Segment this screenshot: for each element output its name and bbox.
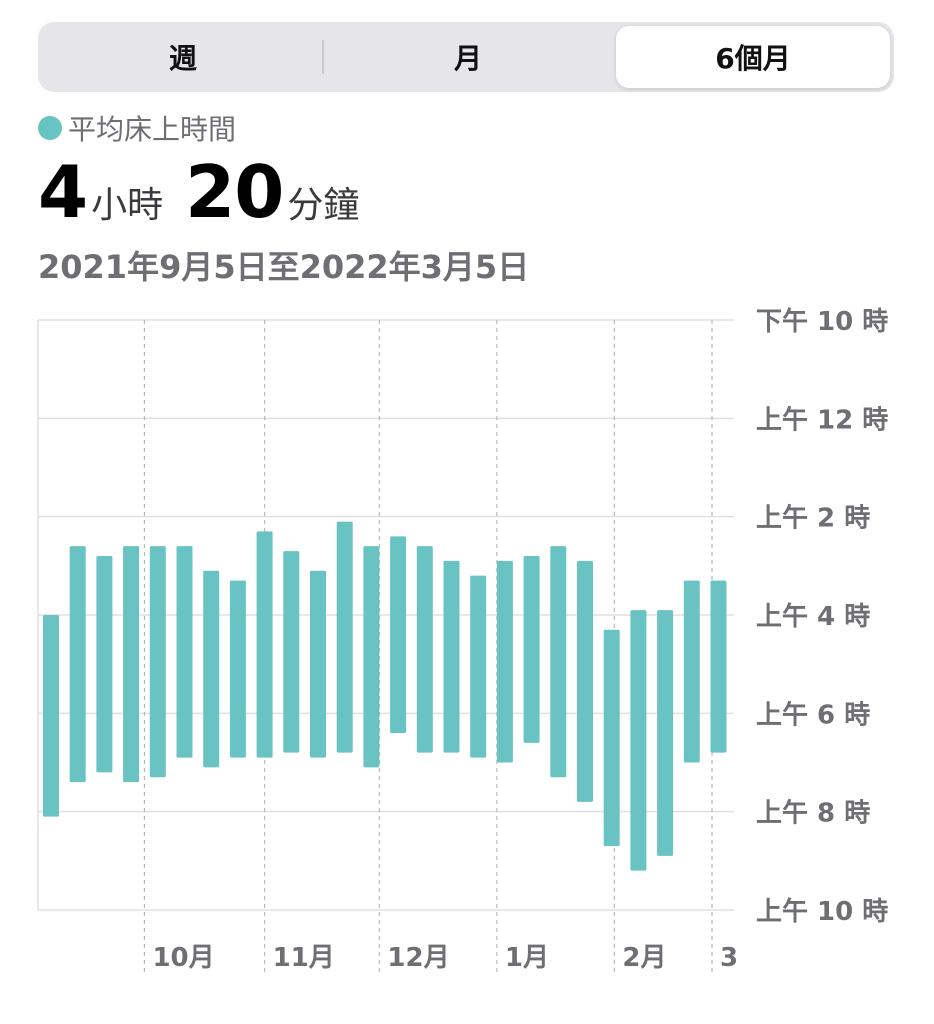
x-tick-label: 2月	[622, 943, 666, 973]
legend-dot-icon	[38, 116, 62, 140]
x-tick-label: 3	[720, 943, 738, 973]
sleep-range-bar	[577, 560, 593, 802]
sleep-range-bar	[69, 546, 86, 783]
sleep-range-bar	[363, 546, 380, 768]
x-tick-label: 11月	[273, 943, 335, 973]
sleep-range-bar	[390, 536, 407, 733]
sleep-range-bar	[256, 531, 273, 758]
date-range: 2021年9月5日至2022年3月5日	[38, 248, 530, 286]
hours-value: 4	[38, 150, 88, 234]
hours-unit: 小時	[91, 185, 164, 226]
sleep-range-bar	[630, 610, 647, 871]
y-tick-label: 上午 10 時	[756, 896, 888, 927]
segment-6-months[interactable]: 6個月	[616, 26, 890, 88]
sleep-range-bar	[443, 560, 460, 753]
x-tick-label: 1月	[505, 943, 549, 973]
legend: 平均床上時間	[38, 108, 236, 148]
y-tick-label: 上午 8 時	[756, 798, 870, 829]
sleep-range-bar	[657, 610, 674, 856]
sleep-range-bar	[683, 580, 700, 763]
legend-label: 平均床上時間	[68, 113, 237, 146]
sleep-range-bar	[550, 546, 567, 778]
segment-month[interactable]: 月	[453, 42, 482, 75]
y-tick-label: 上午 6 時	[756, 699, 870, 730]
sleep-range-bar	[283, 551, 300, 753]
sleep-range-bar	[149, 546, 166, 778]
sleep-range-chart: 下午 10 時上午 12 時上午 2 時上午 4 時上午 6 時上午 8 時上午…	[37, 306, 888, 973]
minutes-value: 20	[185, 150, 284, 234]
sleep-range-bar	[603, 629, 620, 847]
segment-week[interactable]: 週	[168, 42, 197, 75]
sleep-range-bar	[176, 546, 193, 758]
y-tick-label: 上午 2 時	[756, 503, 870, 534]
sleep-range-bar	[710, 580, 727, 753]
sleep-range-bar	[203, 570, 220, 768]
sleep-range-bar	[470, 575, 487, 758]
sleep-range-bar	[310, 570, 326, 758]
sleep-range-bar	[96, 556, 113, 773]
x-tick-label: 10月	[152, 943, 214, 973]
period-segmented-control: 週 月 6個月	[38, 22, 894, 92]
minutes-unit: 分鐘	[287, 185, 360, 226]
x-tick-label: 12月	[387, 943, 449, 973]
sleep-range-bar	[229, 580, 246, 758]
sleep-range-bar	[336, 521, 353, 753]
sleep-range-bar	[496, 560, 513, 763]
average-time-in-bed: 4 小時 20 分鐘	[38, 150, 381, 234]
y-tick-label: 下午 10 時	[756, 306, 888, 337]
sleep-range-bar	[416, 546, 433, 753]
sleep-range-bar	[523, 556, 540, 743]
segment-divider	[322, 40, 324, 74]
y-tick-label: 上午 12 時	[756, 404, 888, 435]
sleep-range-bar	[123, 546, 140, 783]
sleep-range-bar	[43, 615, 59, 817]
y-tick-label: 上午 4 時	[756, 601, 870, 632]
